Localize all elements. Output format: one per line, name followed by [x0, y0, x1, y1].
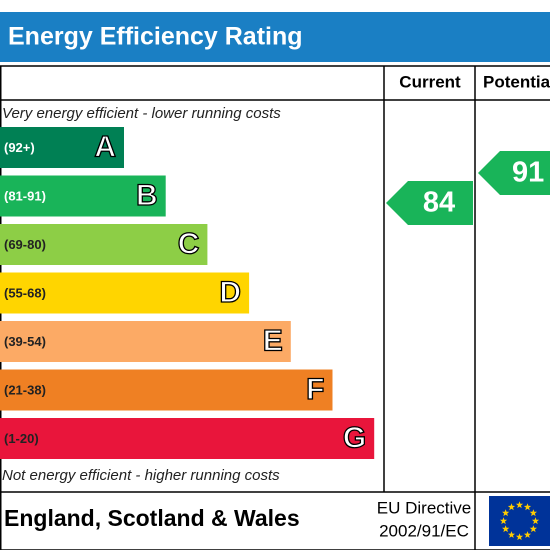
eu-star [499, 517, 508, 525]
band-range: (92+) [4, 140, 35, 155]
eu-star [523, 503, 532, 511]
eu-star [531, 517, 540, 525]
directive-line2: 2002/91/EC [379, 521, 469, 540]
eu-star [502, 509, 510, 517]
band-range: (55-68) [4, 285, 46, 300]
top-note: Very energy efficient - lower running co… [2, 105, 281, 122]
band-range: (81-91) [4, 188, 46, 203]
band-range: (39-54) [4, 334, 46, 349]
title: Energy Efficiency Rating [8, 23, 303, 51]
band-bar [0, 369, 333, 411]
current-header: Current [399, 72, 461, 91]
current-arrow [386, 181, 473, 225]
region: England, Scotland & Wales [4, 505, 300, 531]
potential-header: Potential [483, 72, 550, 91]
band-letter: E [263, 324, 283, 357]
band-bar [0, 175, 166, 217]
band-range: (1-20) [4, 431, 39, 446]
band-bar [0, 127, 124, 168]
band-bar [0, 224, 208, 265]
eu-star [515, 501, 524, 509]
bottom-note: Not energy efficient - higher running co… [2, 467, 280, 484]
directive-line1: EU Directive [377, 498, 471, 517]
band-range: (69-80) [4, 237, 46, 252]
eu-stars [499, 501, 540, 541]
band-letter: B [136, 179, 158, 212]
band-letter: A [94, 130, 116, 163]
band-letter: G [343, 421, 366, 454]
potential-arrow [478, 151, 550, 195]
potential-rating: 91 [512, 157, 544, 189]
eu-star [529, 509, 537, 517]
band-letter: D [219, 276, 241, 309]
bands: (92+) A (81-91) B (69-80) C (55-68) D (39-54) E (2… [0, 127, 375, 459]
band-letter: C [178, 227, 200, 260]
eu-star [529, 525, 537, 533]
eu-star [515, 533, 524, 541]
band-letter: F [306, 373, 324, 406]
current-rating: 84 [423, 187, 455, 219]
eu-star [507, 503, 516, 511]
eu-star [523, 531, 532, 538]
eu-star [502, 525, 510, 533]
eu-star [507, 531, 516, 538]
band-bar [0, 321, 291, 362]
title-bar [0, 12, 550, 62]
band-bar [0, 418, 375, 459]
band-bar [0, 272, 250, 314]
band-range: (21-38) [4, 382, 46, 397]
